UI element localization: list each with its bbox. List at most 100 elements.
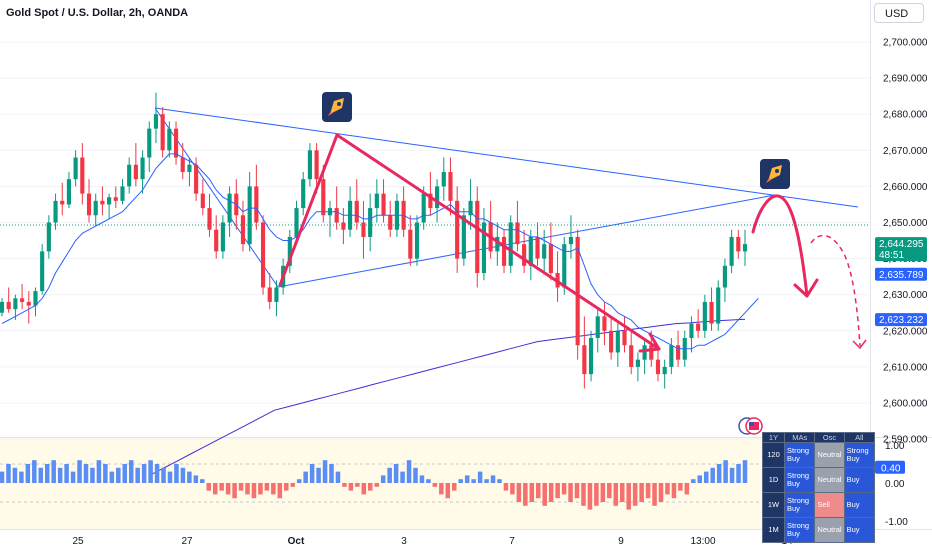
pattern-drawing[interactable] xyxy=(278,133,819,353)
candle-body[interactable] xyxy=(194,164,199,194)
secondary-forecast[interactable] xyxy=(810,234,867,350)
candle-body[interactable] xyxy=(274,287,279,302)
candle-body[interactable] xyxy=(40,251,45,292)
candle-body[interactable] xyxy=(481,222,487,274)
candle-body[interactable] xyxy=(133,164,138,180)
candle-body[interactable] xyxy=(0,301,5,313)
upper-trendline[interactable] xyxy=(154,107,859,208)
candle-body[interactable] xyxy=(93,200,98,216)
candle-body[interactable] xyxy=(455,200,460,259)
impulse-down-line[interactable] xyxy=(335,133,661,351)
ema-line-path[interactable] xyxy=(1,153,759,350)
candle-body[interactable] xyxy=(441,171,446,187)
candle-body[interactable] xyxy=(468,200,473,216)
candle-body[interactable] xyxy=(508,222,513,266)
candle-body[interactable] xyxy=(588,338,594,375)
candle-body[interactable] xyxy=(501,236,507,266)
candle-body[interactable] xyxy=(722,265,727,288)
candle-body[interactable] xyxy=(736,236,741,252)
candle-body[interactable] xyxy=(689,323,694,339)
candle-body[interactable] xyxy=(160,114,165,151)
candle-body[interactable] xyxy=(642,345,647,360)
candle-body[interactable] xyxy=(535,236,540,259)
candle-body[interactable] xyxy=(287,236,292,266)
candle-body[interactable] xyxy=(147,128,152,158)
candle-body[interactable] xyxy=(294,208,299,237)
candle-body[interactable] xyxy=(120,186,125,201)
candle-body[interactable] xyxy=(461,215,466,259)
candle-body[interactable] xyxy=(595,316,600,339)
candle-body[interactable] xyxy=(153,114,159,129)
candle-body[interactable] xyxy=(542,244,547,259)
candle-body[interactable] xyxy=(80,157,85,194)
candle-body[interactable] xyxy=(662,366,667,375)
candle-body[interactable] xyxy=(20,298,25,302)
candle-body[interactable] xyxy=(33,291,38,306)
candle-body[interactable] xyxy=(669,345,674,367)
candle-body[interactable] xyxy=(635,359,640,367)
lower-trendline[interactable] xyxy=(277,194,776,288)
candle-body[interactable] xyxy=(374,193,379,209)
candle-body[interactable] xyxy=(448,171,453,201)
candle-body[interactable] xyxy=(240,215,246,245)
candle-body[interactable] xyxy=(267,287,272,302)
candle-body[interactable] xyxy=(582,345,587,375)
candle-body[interactable] xyxy=(548,244,553,274)
candle-body[interactable] xyxy=(602,316,607,331)
candle-body[interactable] xyxy=(649,345,654,360)
candle-body[interactable] xyxy=(207,208,212,230)
candle-body[interactable] xyxy=(341,222,346,230)
candle-body[interactable] xyxy=(140,157,145,180)
candle-body[interactable] xyxy=(622,330,627,346)
candle-body[interactable] xyxy=(220,222,225,252)
forecast-curve[interactable] xyxy=(751,194,809,298)
candle-body[interactable] xyxy=(60,200,65,205)
candle-body[interactable] xyxy=(100,200,105,205)
candle-body[interactable] xyxy=(260,222,266,288)
candle-body[interactable] xyxy=(575,236,580,346)
candle-body[interactable] xyxy=(696,323,701,331)
currency-selector[interactable]: USD xyxy=(874,3,924,23)
candle-body[interactable] xyxy=(107,197,112,205)
candle-body[interactable] xyxy=(475,200,480,274)
indicator-axis[interactable]: 1.00 0.00 -1.00 0.40 xyxy=(875,441,908,528)
candle-body[interactable] xyxy=(368,208,373,237)
candle-body[interactable] xyxy=(167,128,172,151)
candle-body[interactable] xyxy=(173,128,179,158)
candle-body[interactable] xyxy=(562,244,567,288)
candle-body[interactable] xyxy=(742,244,748,252)
rocket-badge-icon[interactable] xyxy=(760,159,790,189)
candle-body[interactable] xyxy=(86,193,92,216)
candle-body[interactable] xyxy=(254,186,259,223)
candle-body[interactable] xyxy=(421,193,426,223)
candle-body[interactable] xyxy=(66,179,72,205)
candle-body[interactable] xyxy=(522,244,527,266)
candle-body[interactable] xyxy=(314,150,319,180)
candle-body[interactable] xyxy=(495,236,500,252)
candle-body[interactable] xyxy=(46,222,51,252)
candle-body[interactable] xyxy=(247,186,252,245)
candle-body[interactable] xyxy=(334,208,339,223)
candle-body[interactable] xyxy=(629,345,634,367)
candle-body[interactable] xyxy=(127,164,132,187)
sma-long-path[interactable] xyxy=(149,318,746,476)
candle-body[interactable] xyxy=(435,186,440,209)
candle-body[interactable] xyxy=(381,193,386,216)
candle-body[interactable] xyxy=(655,359,661,375)
candle-body[interactable] xyxy=(361,222,366,237)
candle-body[interactable] xyxy=(180,157,185,172)
candle-body[interactable] xyxy=(716,287,721,324)
candle-body[interactable] xyxy=(301,179,306,209)
candle-body[interactable] xyxy=(187,164,192,172)
candle-body[interactable] xyxy=(675,345,681,360)
candle-body[interactable] xyxy=(428,193,433,209)
candle-body[interactable] xyxy=(73,157,78,180)
candle-body[interactable] xyxy=(515,222,520,245)
candle-body[interactable] xyxy=(615,330,620,353)
candle-body[interactable] xyxy=(307,150,312,180)
candle-body[interactable] xyxy=(388,215,393,230)
candle-body[interactable] xyxy=(408,229,413,259)
candle-body[interactable] xyxy=(702,301,707,331)
candle-body[interactable] xyxy=(321,179,326,216)
